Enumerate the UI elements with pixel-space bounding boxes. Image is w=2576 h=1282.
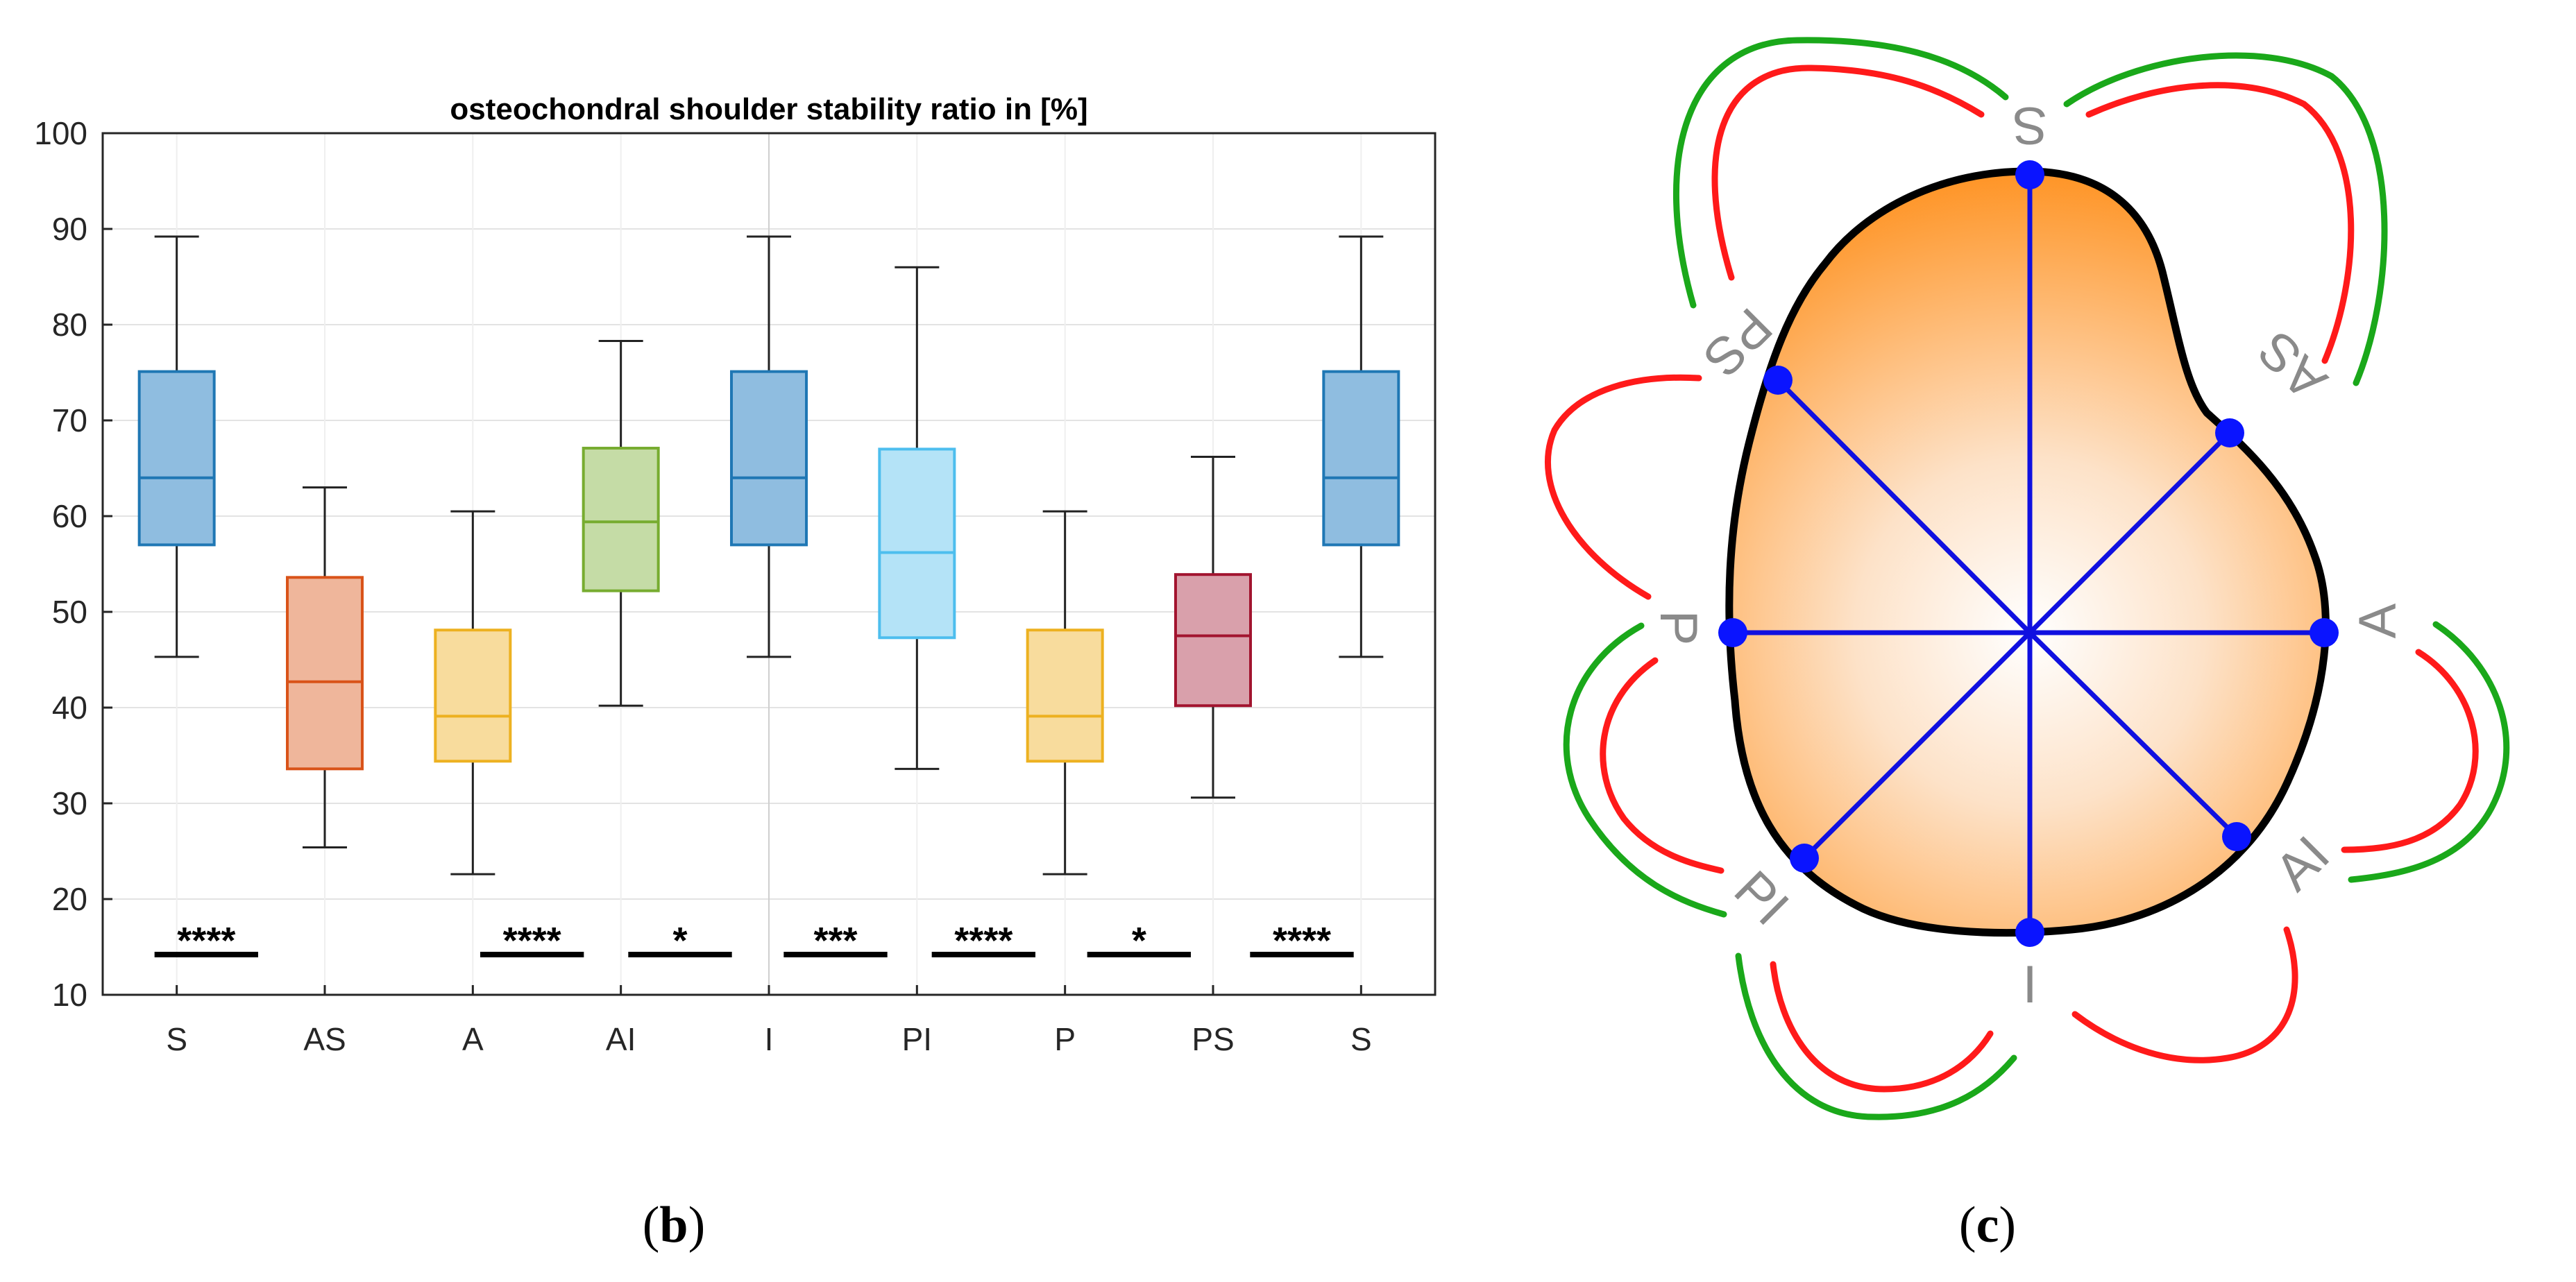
panel-c-label: (c) xyxy=(1959,1197,2016,1254)
y-axis: 10 20 30 40 50 60 70 80 90 100 xyxy=(34,115,112,1013)
significance-label: * xyxy=(1132,920,1146,962)
arrow-red-p-pi xyxy=(1600,657,1725,874)
spoke-PI xyxy=(1802,631,2032,860)
point-PS xyxy=(1763,366,1793,395)
arrow-green-pi-i xyxy=(1735,952,2017,1120)
arrow-red-a-ai xyxy=(2341,649,2479,853)
spoke-AI xyxy=(2028,631,2239,839)
arrow-green-p-pi xyxy=(1563,622,1727,918)
point-I xyxy=(2015,918,2044,947)
plot-axes-box xyxy=(101,132,1437,996)
arrow-green-ps-s xyxy=(1673,37,2009,309)
x-tick-label: S xyxy=(166,1021,187,1057)
label-I: I xyxy=(2022,955,2037,1014)
box-iqr xyxy=(730,370,808,547)
y-tick-label: 20 xyxy=(52,881,87,917)
arrow-red-p-ps xyxy=(1545,374,1702,600)
spoke-PS xyxy=(1776,378,2032,635)
point-PI xyxy=(1790,844,1819,873)
arrow-green-a-ai xyxy=(2348,621,2510,883)
arrow-green-as-s xyxy=(2063,52,2388,386)
box-iqr xyxy=(286,576,364,771)
box-P xyxy=(1026,510,1104,875)
box-iqr xyxy=(1026,629,1104,763)
spokes xyxy=(1733,175,2324,932)
point-AI xyxy=(2222,822,2251,851)
label-P: P xyxy=(1649,610,1708,646)
box-iqr xyxy=(1322,370,1400,547)
box-PS xyxy=(1174,455,1252,799)
label-AI: AI xyxy=(2264,825,2341,902)
x-tick-label: PS xyxy=(1192,1021,1234,1057)
significance-label: **** xyxy=(177,920,235,962)
label-PI: PI xyxy=(1723,860,1800,937)
y-tick-label: 100 xyxy=(34,115,87,151)
label-S: S xyxy=(2012,96,2048,155)
x-tick-label: PI xyxy=(902,1021,932,1057)
point-A xyxy=(2310,618,2339,647)
arrow-red-ai-i xyxy=(2071,926,2298,1063)
spoke-AS xyxy=(2028,431,2232,635)
point-AS xyxy=(2215,418,2244,447)
x-tick-label: AI xyxy=(606,1021,636,1057)
label-AS: AS xyxy=(2246,320,2338,411)
point-S xyxy=(2015,160,2044,189)
x-tick-label: S xyxy=(1350,1021,1372,1057)
significance-label: **** xyxy=(954,920,1012,962)
x-tick-label: A xyxy=(462,1021,484,1057)
box-plot-chart: osteochondral shoulder stability ratio i… xyxy=(34,92,1437,1057)
box-iqr xyxy=(434,629,512,763)
arrow-red-pi-i xyxy=(1770,961,1994,1093)
chart-title: osteochondral shoulder stability ratio i… xyxy=(450,92,1087,126)
y-tick-label: 70 xyxy=(52,402,87,438)
y-tick-label: 40 xyxy=(52,690,87,726)
y-tick-label: 80 xyxy=(52,307,87,343)
box-S xyxy=(1322,235,1400,658)
box-AS xyxy=(286,486,364,848)
box-iqr xyxy=(1174,573,1252,708)
y-tick-label: 30 xyxy=(52,785,87,821)
y-tick-label: 90 xyxy=(52,211,87,247)
boxes xyxy=(137,235,1400,875)
box-AI xyxy=(582,339,660,707)
panel-b-label: (b) xyxy=(643,1197,705,1254)
box-S xyxy=(137,235,216,658)
point-P xyxy=(1718,618,1747,647)
significance-label: **** xyxy=(503,920,561,962)
box-I xyxy=(730,235,808,658)
glenoid-diagram: S AS A AI I PI P PS xyxy=(1545,37,2510,1120)
significance-label: * xyxy=(672,920,687,962)
points xyxy=(1718,160,2339,947)
box-A xyxy=(434,510,512,875)
x-tick-label: AS xyxy=(303,1021,346,1057)
box-PI xyxy=(878,266,956,770)
y-tick-label: 60 xyxy=(52,498,87,534)
box-iqr xyxy=(878,447,956,640)
x-tick-label: I xyxy=(765,1021,774,1057)
arrow-red-ps-s xyxy=(1711,65,1985,281)
y-tick-label: 50 xyxy=(52,594,87,630)
box-iqr xyxy=(582,447,660,592)
label-A: A xyxy=(2348,603,2407,638)
significance-label: *** xyxy=(813,920,857,962)
x-axis: S AS A AI I PI P PS S xyxy=(166,985,1372,1057)
arrow-red-as-s xyxy=(2085,82,2355,364)
box-iqr xyxy=(137,370,216,547)
arrows xyxy=(1545,37,2510,1120)
x-tick-label: P xyxy=(1054,1021,1076,1057)
significance-bars: **** **** * *** **** * **** xyxy=(154,920,1354,962)
significance-label: **** xyxy=(1273,920,1331,962)
y-tick-label: 10 xyxy=(52,977,87,1013)
